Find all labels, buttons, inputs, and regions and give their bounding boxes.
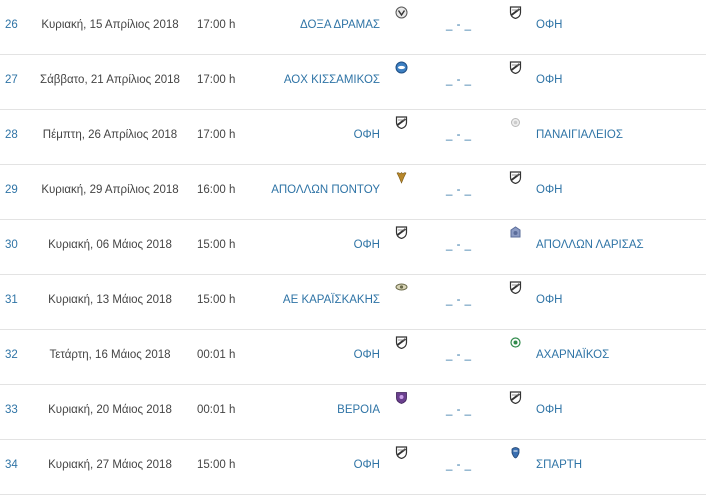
home-team-link[interactable]: ΟΦΗ bbox=[353, 239, 380, 251]
home-team-link[interactable]: ΔΟΞΑ ΔΡΑΜΑΣ bbox=[300, 19, 380, 31]
ofi-crest-icon bbox=[395, 116, 408, 129]
apollon-pontou-crest-icon bbox=[395, 171, 408, 184]
match-score: _ - _ bbox=[446, 74, 472, 86]
match-time: 00:01 h bbox=[197, 349, 236, 361]
match-score: _ - _ bbox=[446, 184, 472, 196]
match-date: Κυριακή, 27 Μάιος 2018 bbox=[48, 459, 172, 471]
round-number: 30 bbox=[5, 239, 18, 251]
match-score: _ - _ bbox=[446, 459, 472, 471]
kissamikos-crest-icon bbox=[395, 61, 408, 74]
match-date: Σάββατο, 21 Απρίλιος 2018 bbox=[40, 74, 180, 86]
match-score: _ - _ bbox=[446, 294, 472, 306]
match-time: 15:00 h bbox=[197, 294, 236, 306]
away-team-link[interactable]: ΟΦΗ bbox=[536, 184, 563, 196]
match-score: _ - _ bbox=[446, 404, 472, 416]
match-score: _ - _ bbox=[446, 349, 472, 361]
match-date: Κυριακή, 13 Μάιος 2018 bbox=[48, 294, 172, 306]
match-time: 17:00 h bbox=[197, 19, 236, 31]
match-time: 16:00 h bbox=[197, 184, 236, 196]
home-team-link[interactable]: ΒΕΡΟΙΑ bbox=[337, 404, 380, 416]
away-team-link[interactable]: ΠΑΝΑΙΓΙΑΛΕΙΟΣ bbox=[536, 129, 623, 141]
table-row: 32 Τετάρτη, 16 Μάιος 2018 00:01 h ΟΦΗ _ … bbox=[0, 330, 706, 385]
round-number: 29 bbox=[5, 184, 18, 196]
round-number: 31 bbox=[5, 294, 18, 306]
ofi-crest-icon bbox=[509, 171, 522, 184]
doxa-dramas-crest-icon bbox=[395, 6, 408, 19]
round-number: 32 bbox=[5, 349, 18, 361]
home-team-link[interactable]: ΟΦΗ bbox=[353, 459, 380, 471]
ofi-crest-icon bbox=[509, 391, 522, 404]
away-team-link[interactable]: ΟΦΗ bbox=[536, 74, 563, 86]
sparti-crest-icon bbox=[509, 446, 522, 459]
away-team-link[interactable]: ΟΦΗ bbox=[536, 294, 563, 306]
match-time: 15:00 h bbox=[197, 459, 236, 471]
home-team-link[interactable]: ΑΕ ΚΑΡΑΪΣΚΑΚΗΣ bbox=[282, 294, 380, 306]
panaigialeios-crest-icon bbox=[509, 116, 522, 129]
table-row: 29 Κυριακή, 29 Απρίλιος 2018 16:00 h ΑΠΟ… bbox=[0, 165, 706, 220]
table-row: 30 Κυριακή, 06 Μάιος 2018 15:00 h ΟΦΗ _ … bbox=[0, 220, 706, 275]
round-number: 33 bbox=[5, 404, 18, 416]
away-team-link[interactable]: ΣΠΑΡΤΗ bbox=[536, 459, 583, 471]
table-row: 28 Πέμπτη, 26 Απρίλιος 2018 17:00 h ΟΦΗ … bbox=[0, 110, 706, 165]
round-number: 28 bbox=[5, 129, 18, 141]
acharnaikos-crest-icon bbox=[509, 336, 522, 349]
away-team-link[interactable]: ΟΦΗ bbox=[536, 19, 563, 31]
ofi-crest-icon bbox=[395, 226, 408, 239]
apollon-larisas-crest-icon bbox=[509, 226, 522, 239]
table-row: 26 Κυριακή, 15 Απρίλιος 2018 17:00 h ΔΟΞ… bbox=[0, 0, 706, 55]
home-team-link[interactable]: ΟΦΗ bbox=[353, 129, 380, 141]
table-row: 33 Κυριακή, 20 Μάιος 2018 00:01 h ΒΕΡΟΙΑ… bbox=[0, 385, 706, 440]
match-time: 17:00 h bbox=[197, 74, 236, 86]
table-row: 27 Σάββατο, 21 Απρίλιος 2018 17:00 h ΑΟΧ… bbox=[0, 55, 706, 110]
round-number: 26 bbox=[5, 19, 18, 31]
ofi-crest-icon bbox=[509, 61, 522, 74]
match-date: Κυριακή, 20 Μάιος 2018 bbox=[48, 404, 172, 416]
match-time: 17:00 h bbox=[197, 129, 236, 141]
table-row: 31 Κυριακή, 13 Μάιος 2018 15:00 h ΑΕ ΚΑΡ… bbox=[0, 275, 706, 330]
ofi-crest-icon bbox=[395, 336, 408, 349]
round-number: 34 bbox=[5, 459, 18, 471]
table-row: 34 Κυριακή, 27 Μάιος 2018 15:00 h ΟΦΗ _ … bbox=[0, 440, 706, 495]
match-score: _ - _ bbox=[446, 19, 472, 31]
home-team-link[interactable]: ΑΠΟΛΛΩΝ ΠΟΝΤΟΥ bbox=[271, 184, 380, 196]
match-date: Τετάρτη, 16 Μάιος 2018 bbox=[49, 349, 171, 361]
match-score: _ - _ bbox=[446, 129, 472, 141]
match-date: Κυριακή, 06 Μάιος 2018 bbox=[48, 239, 172, 251]
match-date: Κυριακή, 29 Απρίλιος 2018 bbox=[41, 184, 179, 196]
ofi-crest-icon bbox=[509, 281, 522, 294]
away-team-link[interactable]: ΑΧΑΡΝΑΪΚΟΣ bbox=[536, 349, 610, 361]
round-number: 27 bbox=[5, 74, 18, 86]
away-team-link[interactable]: ΑΠΟΛΛΩΝ ΛΑΡΙΣΑΣ bbox=[536, 239, 644, 251]
match-score: _ - _ bbox=[446, 239, 472, 251]
match-time: 15:00 h bbox=[197, 239, 236, 251]
match-date: Κυριακή, 15 Απρίλιος 2018 bbox=[41, 19, 179, 31]
home-team-link[interactable]: ΟΦΗ bbox=[353, 349, 380, 361]
veria-crest-icon bbox=[395, 391, 408, 404]
match-time: 00:01 h bbox=[197, 404, 236, 416]
match-date: Πέμπτη, 26 Απρίλιος 2018 bbox=[42, 129, 178, 141]
away-team-link[interactable]: ΟΦΗ bbox=[536, 404, 563, 416]
ofi-crest-icon bbox=[509, 6, 522, 19]
karaiskakis-crest-icon bbox=[395, 281, 408, 294]
home-team-link[interactable]: ΑΟΧ ΚΙΣΣΑΜΙΚΟΣ bbox=[283, 74, 380, 86]
ofi-crest-icon bbox=[395, 446, 408, 459]
